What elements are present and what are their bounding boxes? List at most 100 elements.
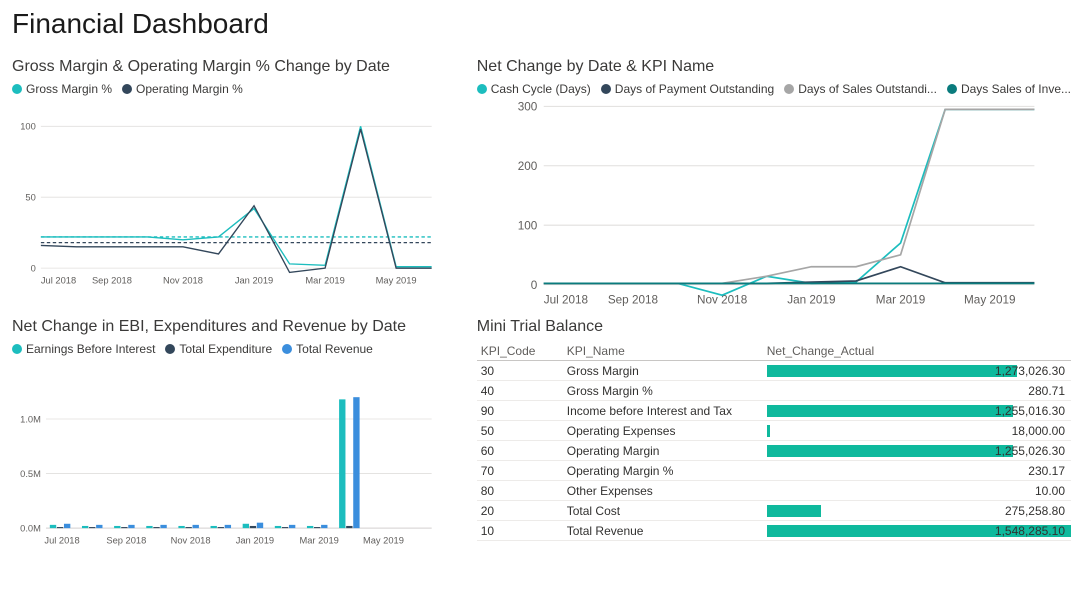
svg-text:May 2019: May 2019 <box>964 294 1015 307</box>
legend-item[interactable]: Days of Payment Outstanding <box>601 82 774 96</box>
cell-code: 50 <box>477 424 567 438</box>
value-label: 275,258.80 <box>1005 504 1065 518</box>
legend-swatch <box>12 84 22 94</box>
cell-name: Gross Margin <box>567 364 767 378</box>
svg-text:Jul 2018: Jul 2018 <box>543 294 588 307</box>
value-label: 18,000.00 <box>1012 424 1065 438</box>
panel-trial-balance: Mini Trial Balance KPI_Code KPI_Name Net… <box>477 318 1071 568</box>
table-row[interactable]: 90Income before Interest and Tax1,255,01… <box>477 401 1071 421</box>
svg-text:Sep 2018: Sep 2018 <box>106 535 146 545</box>
legend-item[interactable]: Total Expenditure <box>165 342 272 356</box>
svg-text:Mar 2019: Mar 2019 <box>305 275 344 285</box>
chart3-legend: Earnings Before Interest Total Expenditur… <box>12 342 437 356</box>
chart1-legend: Gross Margin % Operating Margin % <box>12 82 437 96</box>
chart1-canvas[interactable]: 050100Jul 2018Sep 2018Nov 2018Jan 2019Ma… <box>12 100 437 308</box>
cell-value: 1,255,016.30 <box>767 404 1071 418</box>
value-label: 1,273,026.30 <box>995 364 1065 378</box>
legend-swatch <box>122 84 132 94</box>
cell-code: 60 <box>477 444 567 458</box>
cell-code: 70 <box>477 464 567 478</box>
cell-value: 275,258.80 <box>767 504 1071 518</box>
cell-name: Income before Interest and Tax <box>567 404 767 418</box>
svg-text:Jul 2018: Jul 2018 <box>41 275 76 285</box>
svg-text:1.0M: 1.0M <box>20 414 41 424</box>
table-row[interactable]: 20Total Cost 275,258.80 <box>477 501 1071 521</box>
value-bar <box>767 365 1017 377</box>
legend-swatch <box>282 344 292 354</box>
legend-swatch <box>477 84 487 94</box>
svg-text:Nov 2018: Nov 2018 <box>171 535 211 545</box>
legend-swatch <box>784 84 794 94</box>
cell-name: Total Revenue <box>567 524 767 538</box>
value-bar <box>767 445 1014 457</box>
col-header-code[interactable]: KPI_Code <box>477 344 567 358</box>
cell-name: Other Expenses <box>567 484 767 498</box>
legend-swatch <box>165 344 175 354</box>
cell-value: 1,255,026.30 <box>767 444 1071 458</box>
legend-label: Cash Cycle (Days) <box>491 82 591 96</box>
legend-label: Days of Payment Outstanding <box>615 82 774 96</box>
table-row[interactable]: 60Operating Margin 1,255,026.30 <box>477 441 1071 461</box>
table-row[interactable]: 80Other Expenses10.00 <box>477 481 1071 501</box>
legend-label: Total Revenue <box>296 342 373 356</box>
cell-value: 1,548,285.10 <box>767 524 1071 538</box>
legend-item[interactable]: Days of Sales Outstandi... <box>784 82 937 96</box>
value-bar <box>767 505 821 517</box>
svg-text:0.0M: 0.0M <box>20 524 41 534</box>
table-row[interactable]: 70Operating Margin % 230.17 <box>477 461 1071 481</box>
legend-item[interactable]: Total Revenue <box>282 342 373 356</box>
panel-kpi-change: Net Change by Date & KPI Name Cash Cycle… <box>477 58 1071 308</box>
cell-name: Operating Margin <box>567 444 767 458</box>
col-header-value[interactable]: Net_Change_Actual <box>767 344 1071 358</box>
legend-swatch <box>947 84 957 94</box>
cell-name: Total Cost <box>567 504 767 518</box>
chart1-title: Gross Margin & Operating Margin % Change… <box>12 58 437 76</box>
legend-swatch <box>12 344 22 354</box>
cell-code: 80 <box>477 484 567 498</box>
svg-text:100: 100 <box>518 219 538 232</box>
legend-item[interactable]: Cash Cycle (Days) <box>477 82 591 96</box>
table-row[interactable]: 10Total Revenue1,548,285.10 <box>477 521 1071 541</box>
chart2-legend: Cash Cycle (Days) Days of Payment Outstan… <box>477 82 1071 96</box>
legend-item[interactable]: Days Sales of Inve... <box>947 82 1071 96</box>
cell-value: 18,000.00 <box>767 424 1071 438</box>
col-header-name[interactable]: KPI_Name <box>567 344 767 358</box>
value-label: 1,255,016.30 <box>995 404 1065 418</box>
dashboard-grid: Gross Margin & Operating Margin % Change… <box>12 58 1071 568</box>
cell-code: 30 <box>477 364 567 378</box>
value-label: 1,255,026.30 <box>995 444 1065 458</box>
value-bar <box>767 405 1014 417</box>
cell-name: Operating Expenses <box>567 424 767 438</box>
trial-balance-table: KPI_Code KPI_Name Net_Change_Actual 30Gr… <box>477 342 1071 541</box>
table-title: Mini Trial Balance <box>477 318 1071 336</box>
svg-text:May 2019: May 2019 <box>363 535 404 545</box>
value-label: 280.71 <box>1028 384 1065 398</box>
svg-text:May 2019: May 2019 <box>376 275 417 285</box>
legend-label: Total Expenditure <box>179 342 272 356</box>
value-bar <box>767 425 771 437</box>
legend-item[interactable]: Earnings Before Interest <box>12 342 155 356</box>
cell-value: 10.00 <box>767 484 1071 498</box>
svg-text:50: 50 <box>25 193 35 203</box>
table-row[interactable]: 40Gross Margin %280.71 <box>477 381 1071 401</box>
cell-name: Operating Margin % <box>567 464 767 478</box>
cell-value: 230.17 <box>767 464 1071 478</box>
chart2-canvas[interactable]: 0100200300Jul 2018Sep 2018Nov 2018Jan 20… <box>477 100 1071 308</box>
cell-code: 20 <box>477 504 567 518</box>
value-label: 230.17 <box>1028 464 1065 478</box>
svg-text:Jan 2019: Jan 2019 <box>236 535 274 545</box>
chart3-canvas[interactable]: 0.0M0.5M1.0MJul 2018Sep 2018Nov 2018Jan … <box>12 360 437 568</box>
svg-text:200: 200 <box>518 160 538 173</box>
legend-item[interactable]: Gross Margin % <box>12 82 112 96</box>
svg-text:Jan 2019: Jan 2019 <box>235 275 273 285</box>
table-body: 30Gross Margin1,273,026.3040Gross Margin… <box>477 361 1071 541</box>
legend-swatch <box>601 84 611 94</box>
cell-name: Gross Margin % <box>567 384 767 398</box>
svg-text:0.5M: 0.5M <box>20 469 41 479</box>
svg-text:Nov 2018: Nov 2018 <box>163 275 203 285</box>
legend-item[interactable]: Operating Margin % <box>122 82 243 96</box>
table-row[interactable]: 30Gross Margin 1,273,026.30 <box>477 361 1071 381</box>
table-row[interactable]: 50Operating Expenses 18,000.00 <box>477 421 1071 441</box>
cell-value: 280.71 <box>767 384 1071 398</box>
svg-text:100: 100 <box>20 122 36 132</box>
